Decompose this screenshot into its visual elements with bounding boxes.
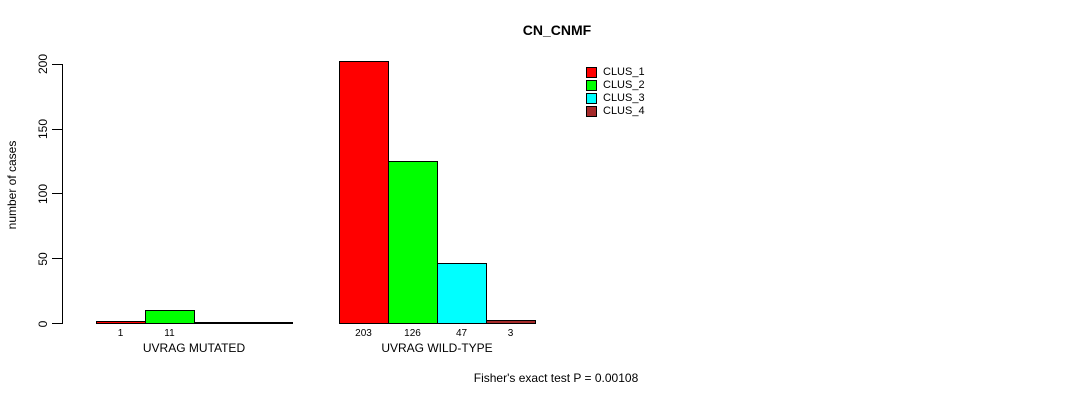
- legend-label: CLUS_1: [603, 66, 645, 78]
- y-tick: [52, 63, 62, 65]
- bar-clus-2: [388, 160, 438, 324]
- y-tick: [52, 258, 62, 260]
- stat-annotation: Fisher's exact test P = 0.00108: [473, 371, 639, 385]
- bar-value-label: 47: [455, 328, 468, 339]
- bar-clus-1: [96, 320, 146, 324]
- bar-clus-4: [486, 319, 536, 324]
- y-tick: [52, 193, 62, 195]
- group-label: UVRAG MUTATED: [142, 341, 246, 355]
- bar-clus-3: [194, 321, 244, 324]
- y-tick-label: 0: [36, 320, 50, 327]
- legend-color-swatch-icon: [586, 80, 597, 91]
- bar-value-label: 203: [355, 328, 372, 339]
- legend-label: CLUS_4: [603, 105, 645, 117]
- legend-label: CLUS_2: [603, 79, 645, 91]
- bar-clus-1: [339, 60, 389, 324]
- y-tick-label: 150: [36, 119, 50, 140]
- y-tick: [52, 323, 62, 324]
- bar-value-label: 11: [164, 328, 175, 339]
- legend-color-swatch-icon: [586, 93, 597, 104]
- bar-clus-4: [243, 321, 293, 324]
- bar-value-label: 126: [404, 328, 421, 339]
- bar-clus-3: [437, 262, 487, 324]
- bar-clus-2: [145, 309, 195, 324]
- y-tick-label: 200: [36, 54, 50, 75]
- legend-color-swatch-icon: [586, 67, 597, 78]
- chart-title: CN_CNMF: [522, 22, 592, 38]
- bar-value-label: 3: [507, 328, 514, 339]
- y-axis-label: number of cases: [5, 140, 19, 230]
- y-tick: [52, 128, 62, 130]
- y-tick-label: 50: [36, 252, 50, 266]
- legend-color-swatch-icon: [586, 106, 597, 117]
- y-tick-label: 100: [36, 183, 50, 204]
- legend-label: CLUS_3: [603, 92, 645, 104]
- bar-value-label: 1: [117, 328, 124, 339]
- group-label: UVRAG WILD-TYPE: [381, 341, 493, 355]
- y-axis: [62, 64, 63, 324]
